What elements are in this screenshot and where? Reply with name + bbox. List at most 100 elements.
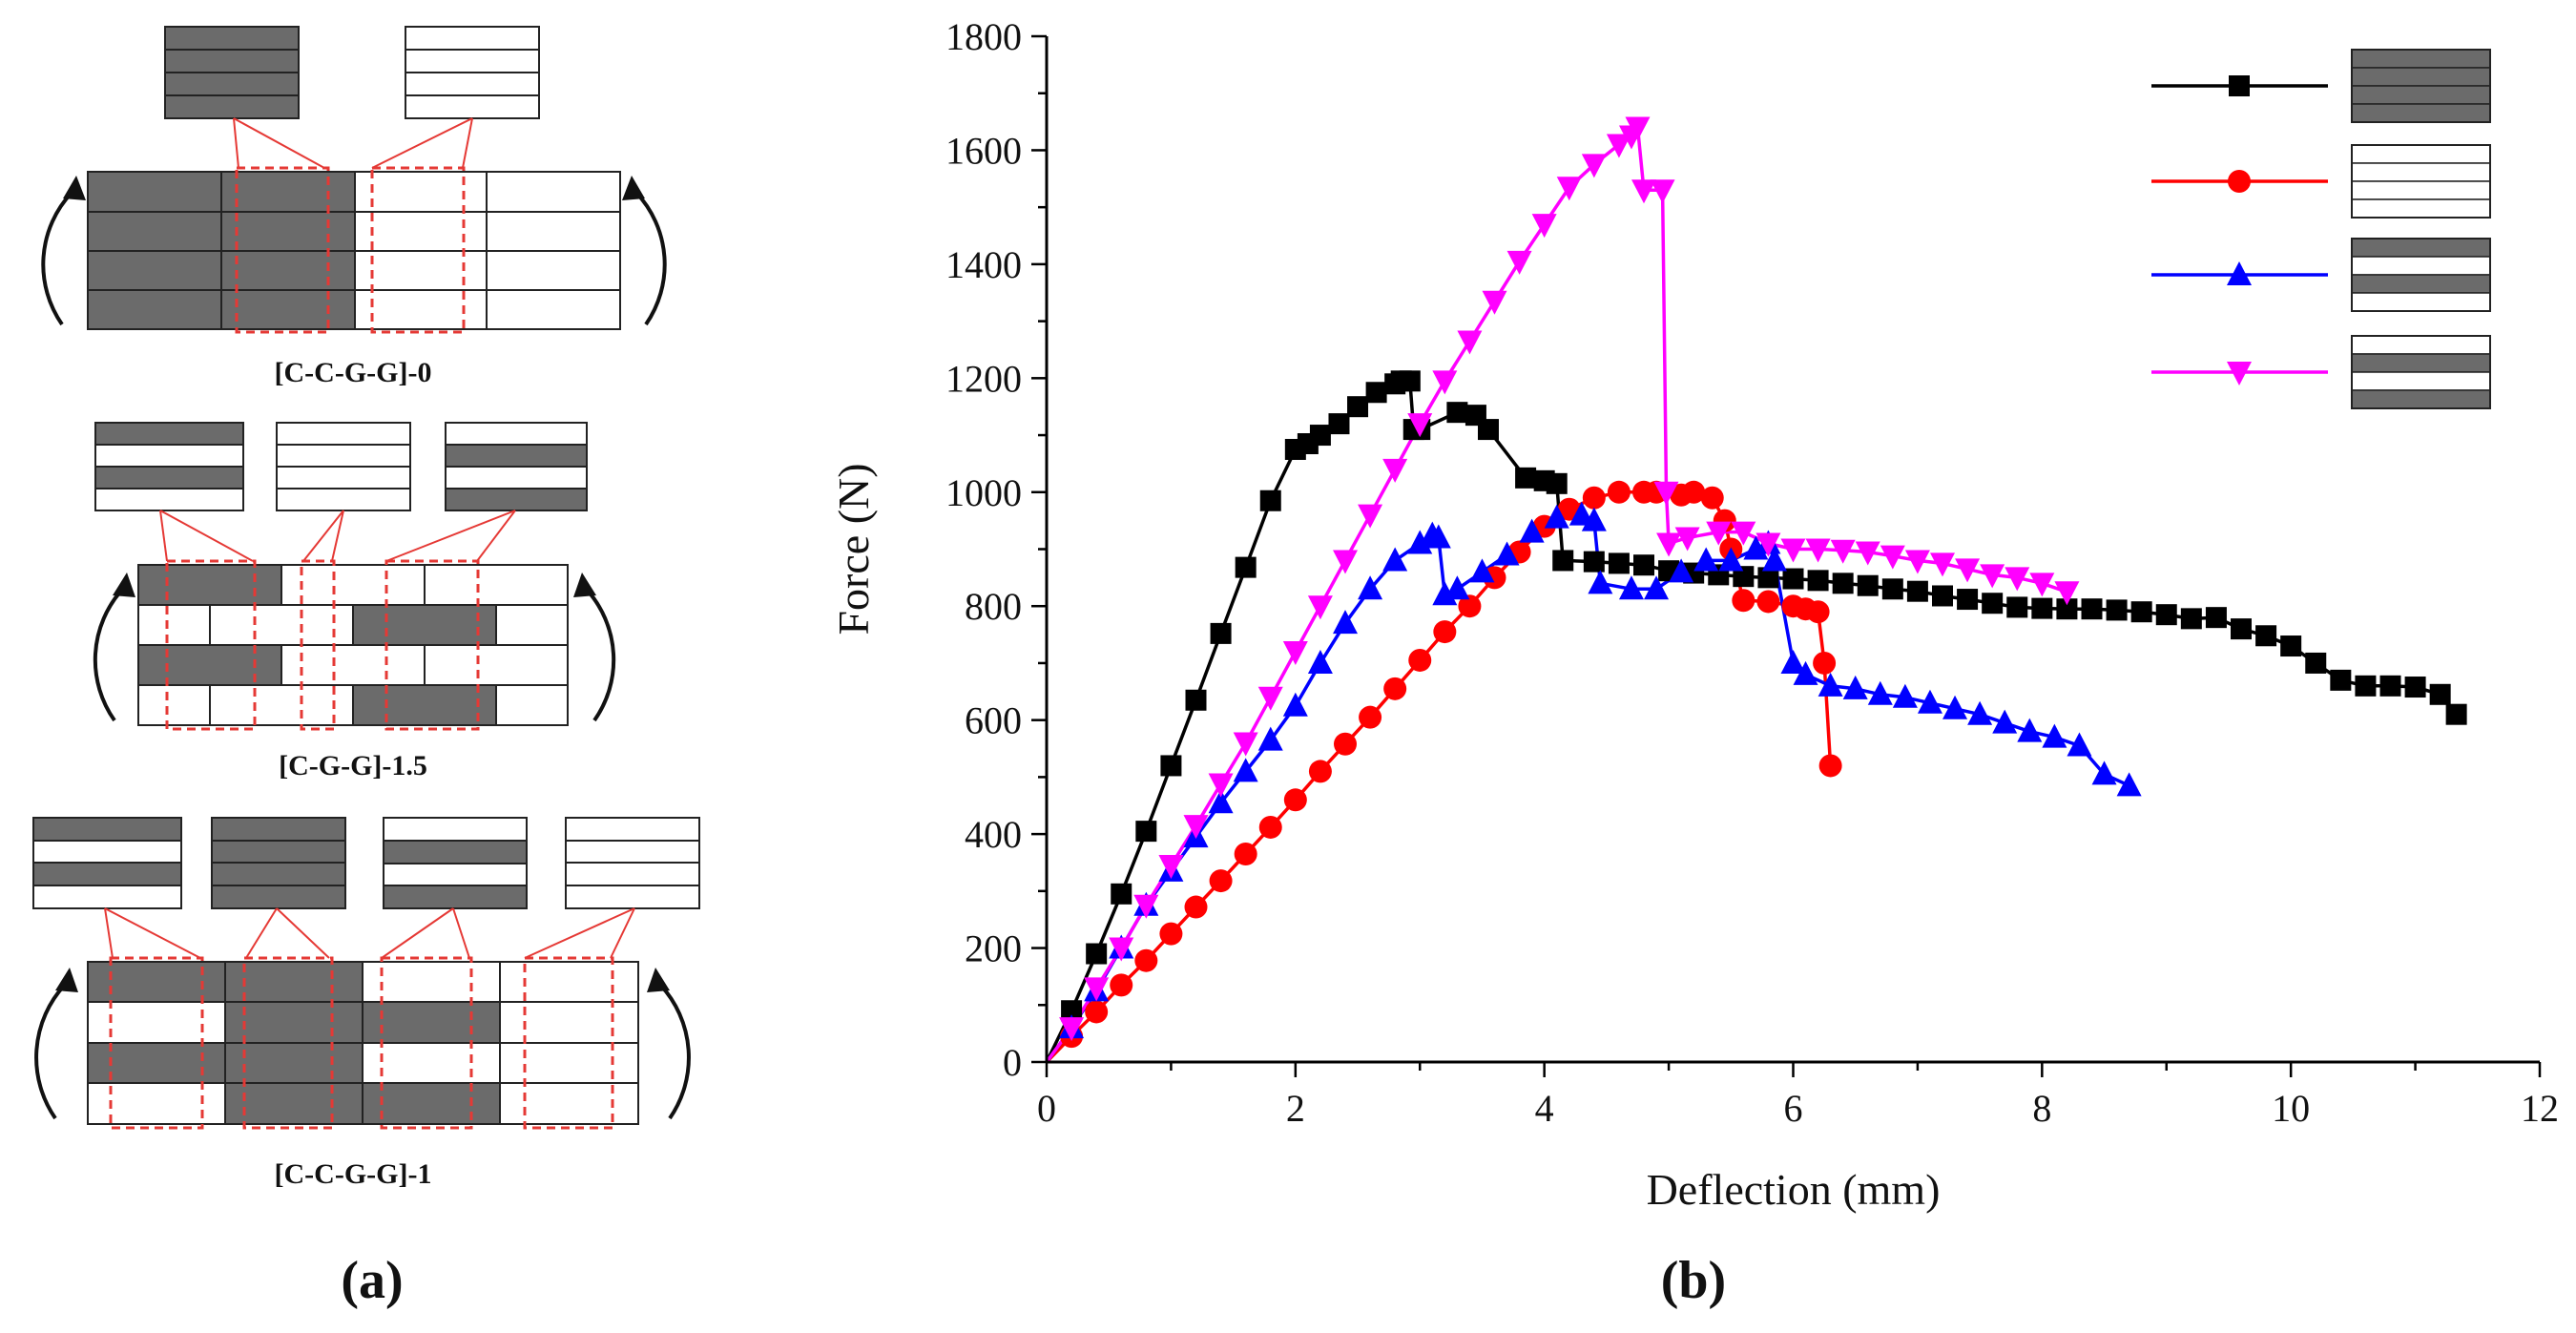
legend-swatch-magenta-triangle-down bbox=[2351, 335, 2491, 409]
legend-marker-black-square bbox=[2229, 75, 2250, 96]
point-magenta-triangle-down-9 bbox=[1257, 686, 1283, 711]
point-black-square-3 bbox=[1111, 883, 1132, 905]
point-magenta-triangle-down-4 bbox=[1133, 894, 1159, 919]
point-magenta-triangle-down-38 bbox=[1880, 545, 1905, 570]
point-red-circle-28 bbox=[1700, 486, 1724, 510]
point-magenta-triangle-down-36 bbox=[1830, 539, 1856, 564]
point-black-square-29 bbox=[1608, 552, 1630, 574]
y-tick-label-0: 0 bbox=[1003, 1041, 1022, 1084]
point-black-square-30 bbox=[1633, 554, 1654, 576]
x-tick-label-2: 2 bbox=[1286, 1087, 1305, 1130]
point-blue-triangle-9 bbox=[1257, 726, 1283, 751]
point-blue-triangle-14 bbox=[1382, 547, 1408, 572]
point-magenta-triangle-down-7 bbox=[1208, 773, 1234, 798]
y-tick-label-1200: 1200 bbox=[945, 357, 1022, 400]
point-blue-triangle-41 bbox=[1917, 689, 1942, 714]
point-black-square-40 bbox=[1881, 578, 1903, 600]
point-blue-triangle-27 bbox=[1618, 575, 1644, 600]
point-black-square-43 bbox=[1957, 589, 1979, 611]
point-magenta-triangle-down-21 bbox=[1556, 177, 1582, 201]
point-black-square-12 bbox=[1309, 425, 1331, 447]
point-black-square-57 bbox=[2305, 652, 2327, 674]
point-magenta-triangle-down-39 bbox=[1904, 550, 1930, 574]
point-blue-triangle-36 bbox=[1793, 660, 1818, 685]
point-magenta-triangle-down-6 bbox=[1183, 815, 1209, 840]
point-black-square-53 bbox=[2205, 607, 2227, 629]
point-blue-triangle-21 bbox=[1494, 541, 1520, 566]
point-black-square-9 bbox=[1259, 489, 1281, 511]
point-red-circle-16 bbox=[1433, 620, 1457, 644]
diagram-3-inset-2 bbox=[211, 817, 346, 909]
legend-entry-blue-triangle bbox=[2151, 238, 2491, 312]
series-line-magenta-triangle-down bbox=[1045, 125, 2067, 1064]
point-magenta-triangle-down-25 bbox=[1625, 116, 1651, 141]
legend-swatch-red-circle bbox=[2351, 144, 2491, 219]
diagram-2-caption: [C-G-G]-1.5 bbox=[279, 750, 427, 781]
point-black-square-36 bbox=[1782, 568, 1804, 590]
diagram-3-connectors bbox=[104, 907, 635, 959]
x-tick-label-0: 0 bbox=[1037, 1087, 1056, 1130]
point-black-square-37 bbox=[1807, 570, 1829, 592]
point-magenta-triangle-down-5 bbox=[1158, 854, 1184, 879]
point-blue-triangle-34 bbox=[1761, 547, 1787, 572]
point-magenta-triangle-down-33 bbox=[1755, 532, 1781, 557]
chart-markers bbox=[1059, 116, 2467, 1049]
point-magenta-triangle-down-40 bbox=[1930, 552, 1955, 577]
point-red-circle-36 bbox=[1813, 651, 1837, 675]
force-deflection-chart: 0 2 4 6 8 10 12 0 200 400 600 800 1000 1200 1400 1600 18… bbox=[829, 15, 2559, 1214]
point-red-circle-3 bbox=[1110, 973, 1133, 997]
point-blue-triangle-13 bbox=[1358, 575, 1383, 600]
point-black-square-62 bbox=[2429, 683, 2451, 705]
point-red-circle-15 bbox=[1408, 648, 1432, 672]
point-red-circle-31 bbox=[1732, 589, 1755, 613]
point-magenta-triangle-down-10 bbox=[1282, 641, 1308, 665]
point-blue-triangle-49 bbox=[2116, 772, 2142, 797]
point-blue-triangle-11 bbox=[1307, 649, 1333, 674]
point-magenta-triangle-down-15 bbox=[1407, 413, 1433, 438]
point-blue-triangle-44 bbox=[1992, 709, 2018, 734]
diagram-2-arrow-right bbox=[585, 588, 616, 722]
point-magenta-triangle-down-44 bbox=[2029, 573, 2055, 597]
point-black-square-59 bbox=[2355, 675, 2377, 697]
point-black-square-61 bbox=[2404, 677, 2426, 698]
point-black-square-14 bbox=[1347, 396, 1369, 418]
diagram-2-arrowhead-right bbox=[573, 573, 596, 597]
point-magenta-triangle-down-23 bbox=[1606, 134, 1631, 158]
point-black-square-26 bbox=[1546, 472, 1568, 494]
point-blue-triangle-29 bbox=[1669, 558, 1694, 583]
point-magenta-triangle-down-20 bbox=[1531, 214, 1557, 239]
point-black-square-23 bbox=[1477, 419, 1499, 441]
point-red-circle-23 bbox=[1607, 480, 1631, 504]
point-magenta-triangle-down-3 bbox=[1109, 937, 1134, 962]
legend-entry-red-circle bbox=[2151, 144, 2491, 219]
point-blue-triangle-45 bbox=[2017, 718, 2043, 742]
point-black-square-13 bbox=[1328, 413, 1350, 435]
point-magenta-triangle-down-22 bbox=[1581, 154, 1607, 178]
point-red-circle-37 bbox=[1818, 754, 1842, 778]
y-tick-label-200: 200 bbox=[965, 927, 1022, 970]
point-blue-triangle-17 bbox=[1425, 524, 1451, 549]
point-magenta-triangle-down-12 bbox=[1333, 550, 1358, 574]
point-magenta-triangle-down-18 bbox=[1482, 290, 1507, 315]
point-magenta-triangle-down-1 bbox=[1059, 1017, 1085, 1042]
point-magenta-triangle-down-45 bbox=[2054, 581, 2080, 606]
point-black-square-18 bbox=[1399, 370, 1421, 392]
diagram-2-inset-2 bbox=[276, 422, 411, 511]
point-black-square-1 bbox=[1061, 1000, 1083, 1022]
point-red-circle-9 bbox=[1258, 815, 1282, 839]
point-black-square-58 bbox=[2330, 669, 2352, 691]
point-black-square-15 bbox=[1365, 382, 1387, 404]
legend-entry-magenta-triangle-down bbox=[2151, 335, 2491, 409]
point-magenta-triangle-down-8 bbox=[1233, 732, 1258, 757]
point-black-square-5 bbox=[1160, 755, 1182, 777]
point-black-square-41 bbox=[1906, 580, 1928, 602]
point-black-square-48 bbox=[2081, 598, 2103, 620]
point-black-square-27 bbox=[1552, 550, 1574, 572]
point-blue-triangle-8 bbox=[1233, 758, 1258, 782]
point-magenta-triangle-down-37 bbox=[1855, 541, 1880, 566]
point-red-circle-12 bbox=[1334, 732, 1357, 756]
point-magenta-triangle-down-19 bbox=[1506, 250, 1532, 275]
diagram-2-arrowhead-left bbox=[113, 573, 135, 597]
point-black-square-52 bbox=[2180, 608, 2202, 630]
